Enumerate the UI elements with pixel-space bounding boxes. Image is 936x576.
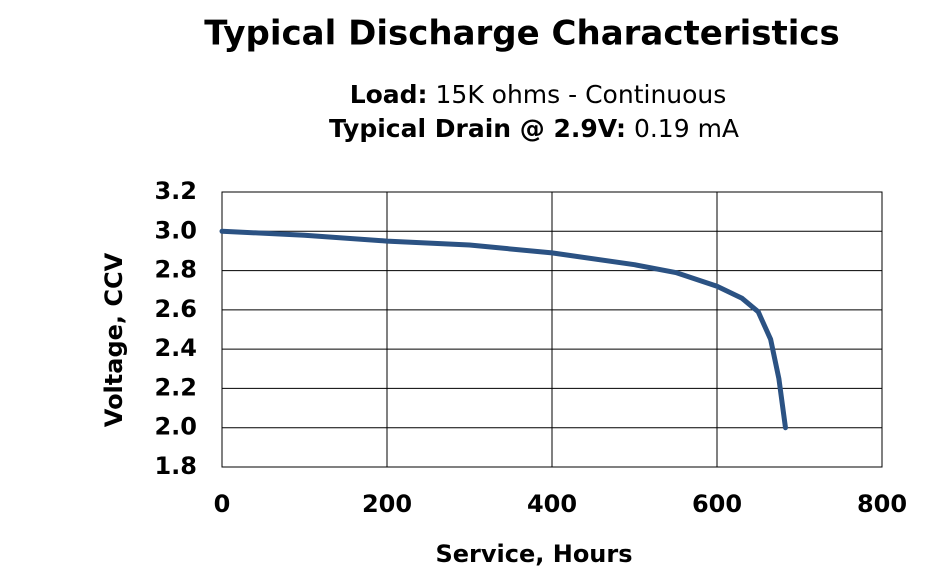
drain-value: 0.19 mA [634, 114, 739, 143]
data-line [219, 228, 788, 431]
load-line: Load: 15K ohms - Continuous [350, 80, 727, 109]
y-tick-label: 2.0 [154, 413, 197, 441]
drain-line: Typical Drain @ 2.9V: 0.19 mA [329, 114, 739, 143]
x-tick-label: 800 [857, 490, 907, 518]
x-tick-label: 0 [214, 490, 231, 518]
y-tick-label: 2.2 [154, 373, 197, 401]
x-axis-title: Service, Hours [435, 540, 632, 568]
y-axis-title: Voltage, CCV [100, 252, 128, 427]
y-tick-label: 2.6 [154, 295, 197, 323]
x-tick-label: 200 [362, 490, 412, 518]
y-tick-label: 2.4 [154, 334, 197, 362]
load-label: Load: [350, 80, 428, 109]
x-tick-label: 400 [527, 490, 577, 518]
load-value: 15K ohms - Continuous [436, 80, 727, 109]
x-tick-label: 600 [692, 490, 742, 518]
y-tick-label: 3.2 [154, 177, 197, 205]
y-tick-label: 1.8 [154, 452, 197, 480]
y-tick-label: 3.0 [154, 216, 197, 244]
y-tick-label: 2.8 [154, 256, 197, 284]
chart-title: Typical Discharge Characteristics [204, 14, 840, 54]
drain-label: Typical Drain @ 2.9V: [329, 114, 626, 143]
plot-border [221, 191, 883, 468]
